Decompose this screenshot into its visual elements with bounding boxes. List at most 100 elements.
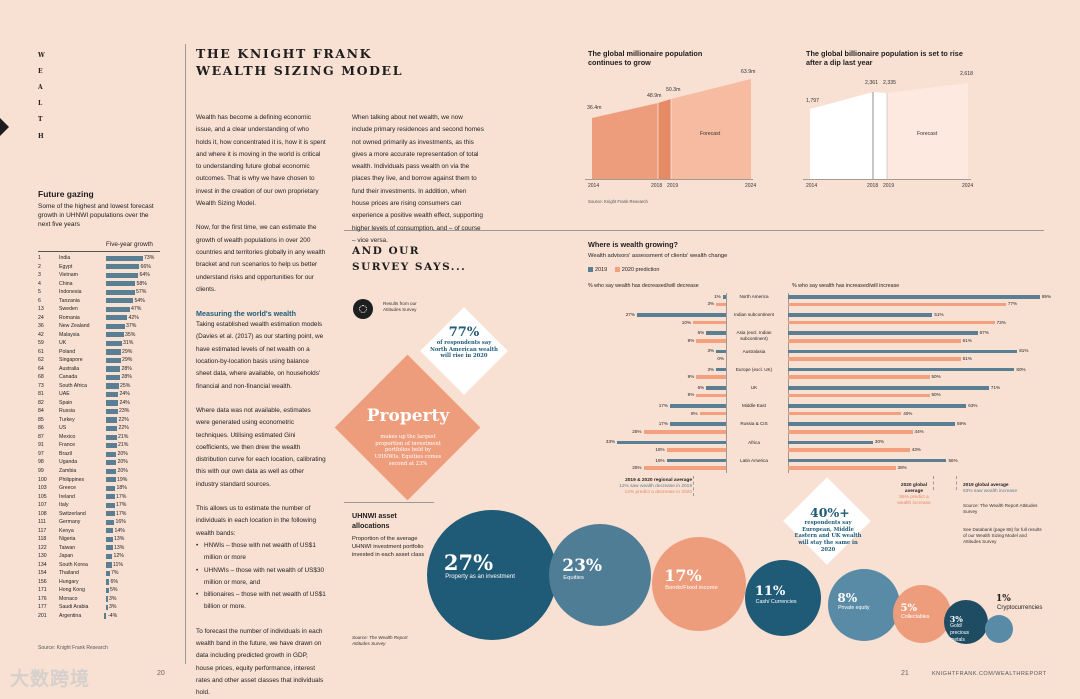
decrease-value: 25% — [632, 428, 642, 434]
increase-bar — [788, 411, 902, 416]
rank: 84 — [38, 408, 44, 415]
growth-bar — [106, 417, 117, 423]
increase-value: 61% — [962, 337, 972, 343]
asset-pct: 5% — [900, 602, 917, 614]
forecast-label: Forecast — [917, 131, 938, 137]
growth-bar — [106, 400, 118, 406]
table-row: 122 Taiwan 13% — [38, 544, 163, 552]
rank: 2 — [38, 263, 41, 270]
country: Italy — [59, 502, 69, 509]
growth-value: 12% — [113, 553, 124, 560]
right-chart-header: % who say wealth has increased/will incr… — [792, 283, 900, 289]
growth-bar — [106, 587, 109, 594]
increase-value: 71% — [990, 384, 1001, 390]
country: Russia — [59, 408, 75, 415]
section-divider — [344, 230, 1044, 231]
country: Thailand — [59, 570, 79, 577]
growth-value: 3% — [109, 604, 117, 611]
growth-bar — [106, 443, 117, 449]
table-row: 6 Tanzania 54% — [38, 297, 163, 305]
rank: 82 — [38, 399, 44, 406]
billionaire-value-label: 2,335 — [883, 80, 896, 86]
growth-value: 13% — [114, 544, 125, 551]
table-row: 24 Romania 42% — [38, 314, 163, 322]
decrease-bar — [669, 422, 726, 426]
table-row: 176 Monaco 3% — [38, 595, 163, 603]
decrease-bar — [693, 320, 726, 325]
growth-value: 18% — [116, 485, 127, 492]
growth-value: 22% — [118, 425, 129, 432]
asset-pct: 11% — [754, 583, 786, 599]
body-paragraph: When talking about net wealth, we now in… — [352, 114, 484, 244]
table-row: 2 Egypt 66% — [38, 263, 163, 271]
rank: 176 — [38, 595, 47, 602]
increase-bar — [788, 349, 1018, 354]
rank: 171 — [38, 587, 47, 594]
five-year-growth-header: Five-year growth — [106, 241, 153, 248]
country: Malaysia — [59, 331, 80, 338]
increase-value: 44% — [914, 428, 924, 434]
rank: 107 — [38, 502, 47, 509]
growth-bar — [106, 408, 118, 415]
survey-title: AND OUR SURVEY SAYS... — [352, 243, 466, 275]
growth-bar — [106, 570, 110, 577]
decrease-bar — [706, 386, 726, 390]
increase-value: 38% — [897, 465, 907, 471]
increase-bar — [788, 313, 933, 317]
table-row: 154 Thailand 7% — [38, 569, 163, 577]
billionaire-value-label: 2,618 — [960, 71, 973, 77]
increase-bar — [788, 375, 930, 379]
growth-value: 16% — [115, 519, 126, 526]
average-marker — [956, 476, 957, 490]
growth-bar — [106, 289, 135, 295]
rank: 100 — [38, 476, 47, 483]
table-row: 73 South Africa 25% — [38, 382, 163, 390]
wealth-letter: A — [38, 84, 43, 91]
global-average-2020-title: 2020 global average — [900, 483, 928, 494]
wealth-band-list: • HNWIs – those with net wealth of US$1 m… — [196, 540, 326, 614]
growth-value: 57% — [136, 289, 147, 296]
region-label: Russia & CIS — [740, 421, 768, 427]
decrease-bar — [706, 331, 726, 335]
growth-value: 19% — [117, 476, 128, 483]
decrease-bar — [666, 448, 726, 452]
billionaire-value-label: 1,797 — [806, 98, 819, 104]
rank: 36 — [38, 323, 44, 330]
decrease-bar — [716, 349, 726, 354]
page-number-right: 21 — [901, 670, 909, 677]
regional-average-2019: 12% saw wealth decrease in 2019 — [619, 484, 692, 489]
increase-bar — [788, 357, 961, 361]
growth-value: 23% — [119, 408, 130, 415]
column-divider — [185, 44, 186, 664]
asset-label: Equities — [563, 575, 584, 582]
asset-label: Collectables — [901, 614, 930, 621]
table-row: 108 Switzerland 17% — [38, 510, 163, 518]
decrease-value: 27% — [625, 312, 635, 317]
increase-value: 51% — [934, 312, 944, 317]
table-row: 177 Saudi Arabia 3% — [38, 603, 163, 611]
asset-source: Source: The Wealth Report Attitudes Surv… — [352, 635, 408, 646]
table-row: 61 Poland 29% — [38, 348, 163, 356]
increase-value: 50% — [931, 374, 941, 380]
x-tick-label: 2019 — [667, 183, 678, 189]
body-paragraph: Now, for the first time, we can estimate… — [196, 224, 326, 293]
country: Taiwan — [59, 544, 76, 551]
increase-value: 89% — [1041, 293, 1052, 299]
decrease-value: 33% — [605, 439, 616, 445]
rank: 87 — [38, 433, 44, 440]
increase-bar — [788, 466, 896, 470]
wealth-letter: E — [38, 68, 43, 75]
decrease-bar — [669, 404, 726, 408]
country: France — [59, 442, 76, 449]
increase-bar — [788, 302, 1006, 307]
survey-title-line-1: AND OUR — [352, 245, 421, 257]
growth-value: 29% — [122, 357, 133, 364]
rank: 201 — [38, 612, 47, 619]
body-paragraph: This allows us to estimate the number of… — [196, 505, 317, 537]
growth-bar — [106, 485, 115, 491]
growth-bar — [106, 596, 108, 602]
rank: 59 — [38, 340, 44, 347]
body-column-1: Wealth has become a defining economic is… — [196, 112, 326, 699]
growth-value: 6% — [110, 578, 119, 585]
increase-value: 81% — [1019, 348, 1029, 354]
